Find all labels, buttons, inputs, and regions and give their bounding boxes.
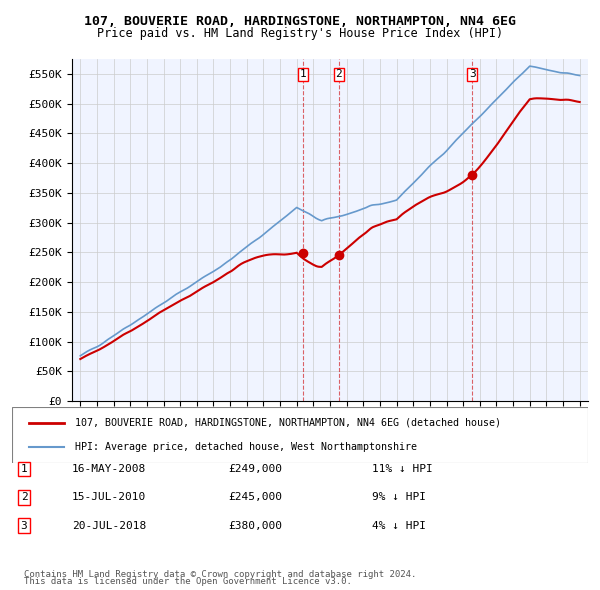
Text: £249,000: £249,000	[228, 464, 282, 474]
FancyBboxPatch shape	[12, 407, 588, 463]
Text: 11% ↓ HPI: 11% ↓ HPI	[372, 464, 433, 474]
Text: This data is licensed under the Open Government Licence v3.0.: This data is licensed under the Open Gov…	[24, 578, 352, 586]
Text: 3: 3	[469, 69, 476, 79]
Text: £380,000: £380,000	[228, 521, 282, 530]
Text: 4% ↓ HPI: 4% ↓ HPI	[372, 521, 426, 530]
Text: 20-JUL-2018: 20-JUL-2018	[72, 521, 146, 530]
Text: 1: 1	[299, 69, 306, 79]
Text: HPI: Average price, detached house, West Northamptonshire: HPI: Average price, detached house, West…	[76, 442, 418, 453]
Text: 3: 3	[20, 521, 28, 530]
Text: 15-JUL-2010: 15-JUL-2010	[72, 493, 146, 502]
Text: 9% ↓ HPI: 9% ↓ HPI	[372, 493, 426, 502]
Text: 107, BOUVERIE ROAD, HARDINGSTONE, NORTHAMPTON, NN4 6EG: 107, BOUVERIE ROAD, HARDINGSTONE, NORTHA…	[84, 15, 516, 28]
Text: 2: 2	[335, 69, 343, 79]
Text: 16-MAY-2008: 16-MAY-2008	[72, 464, 146, 474]
Text: 107, BOUVERIE ROAD, HARDINGSTONE, NORTHAMPTON, NN4 6EG (detached house): 107, BOUVERIE ROAD, HARDINGSTONE, NORTHA…	[76, 418, 502, 428]
Text: Price paid vs. HM Land Registry's House Price Index (HPI): Price paid vs. HM Land Registry's House …	[97, 27, 503, 40]
Text: 1: 1	[20, 464, 28, 474]
Text: £245,000: £245,000	[228, 493, 282, 502]
Text: 2: 2	[20, 493, 28, 502]
Text: Contains HM Land Registry data © Crown copyright and database right 2024.: Contains HM Land Registry data © Crown c…	[24, 571, 416, 579]
